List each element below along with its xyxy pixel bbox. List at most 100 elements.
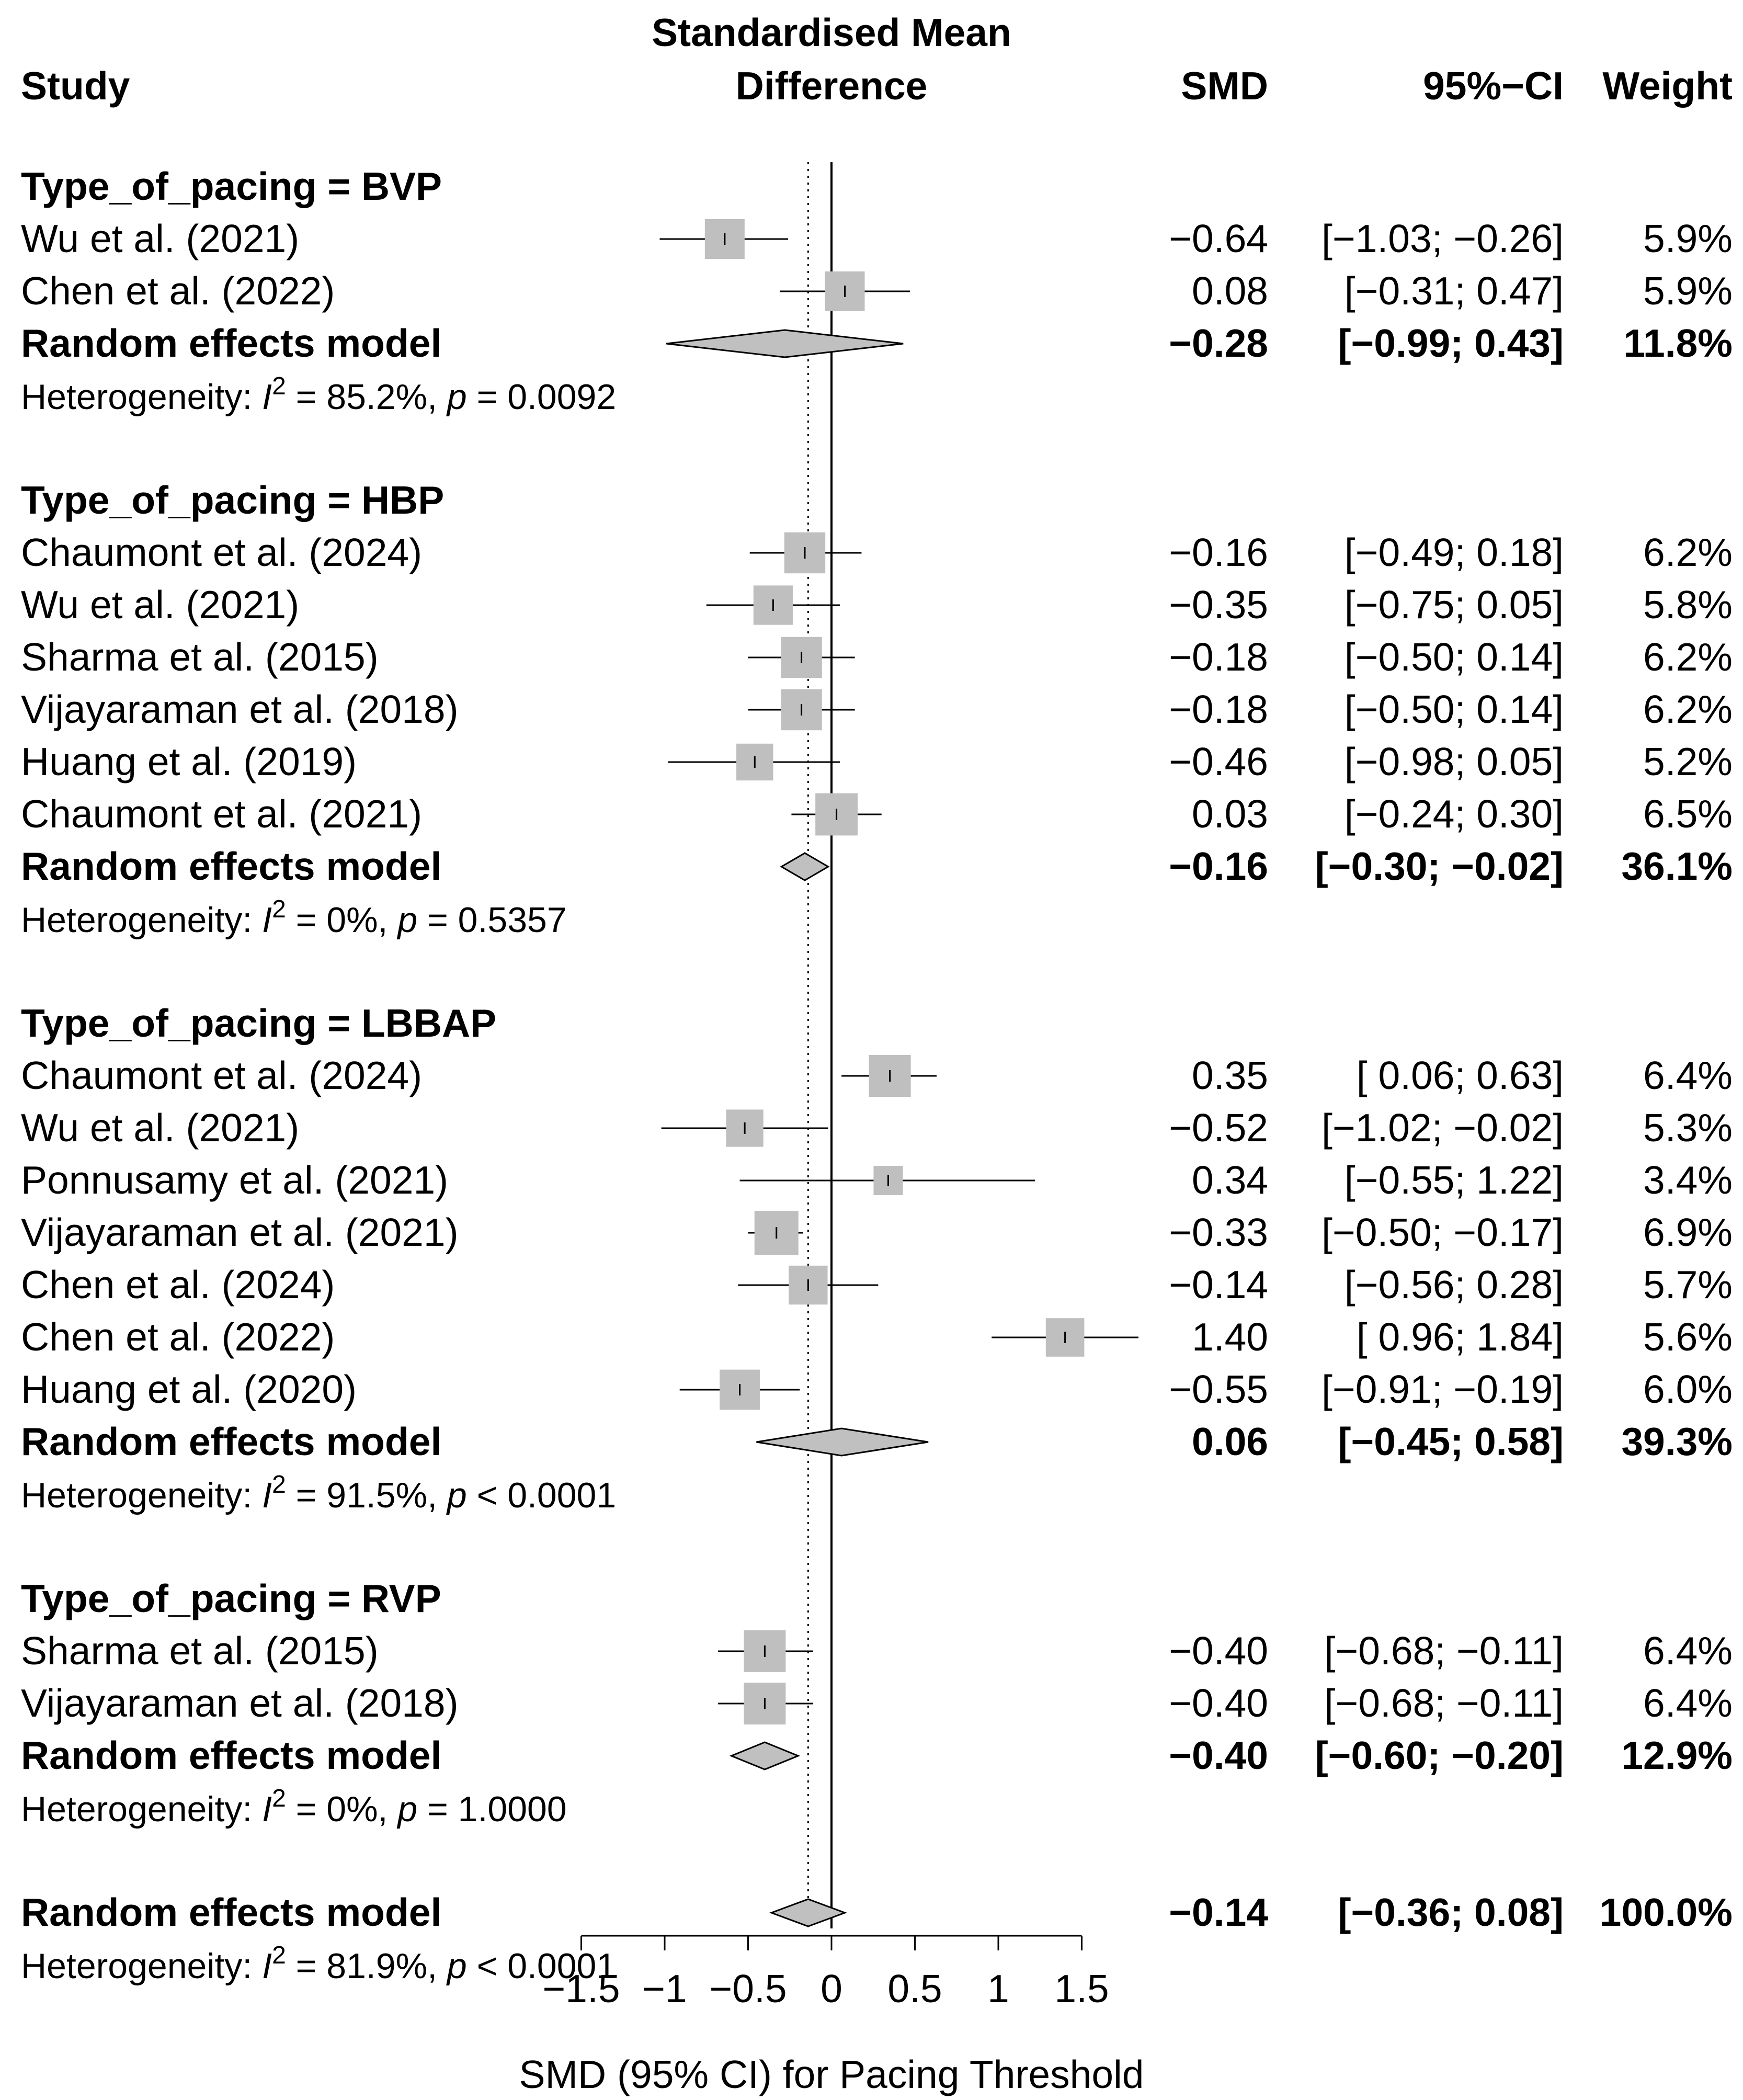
- subgroup: Type_of_pacing = RVP Sharma et al. (2015)…: [21, 1576, 1733, 1829]
- weight-value: 6.5%: [1643, 792, 1733, 836]
- ci-value: [−0.56; 0.28]: [1345, 1263, 1564, 1307]
- ci-value: [−0.98; 0.05]: [1345, 740, 1564, 784]
- study-row: Chen et al. (2022) 1.40 [ 0.96; 1.84] 5.6%: [21, 1315, 1733, 1359]
- forest-rows: Type_of_pacing = BVP Wu et al. (2021) −0.6…: [21, 164, 1733, 1986]
- smd-value: −0.64: [1169, 217, 1268, 260]
- model-smd: 0.06: [1192, 1420, 1268, 1463]
- study-row: Vijayaraman et al. (2018) −0.40 [−0.68; −0…: [21, 1681, 1733, 1725]
- weight-value: 6.4%: [1643, 1053, 1733, 1097]
- heterogeneity-text: Heterogeneity: I2 = 0%, p = 1.0000: [21, 1785, 567, 1829]
- model-label: Random effects model: [21, 321, 441, 365]
- study-row: Wu et al. (2021) −0.52 [−1.02; −0.02] 5.3%: [21, 1106, 1733, 1150]
- header-ci: 95%−CI: [1423, 64, 1564, 108]
- smd-value: 0.35: [1192, 1053, 1268, 1097]
- heterogeneity-text: Heterogeneity: I2 = 91.5%, p < 0.0001: [21, 1471, 616, 1515]
- smd-value: 0.08: [1192, 269, 1268, 313]
- ci-value: [−0.91; −0.19]: [1322, 1367, 1564, 1411]
- axis-tick-label: 0.5: [887, 1967, 942, 2011]
- model-weight: 11.8%: [1623, 321, 1733, 365]
- axis-tick-label: 1.5: [1054, 1967, 1109, 2011]
- model-smd: −0.40: [1169, 1733, 1268, 1777]
- smd-value: 0.03: [1192, 792, 1268, 836]
- weight-value: 5.9%: [1643, 217, 1733, 260]
- reference-lines: [807, 162, 833, 1928]
- study-row: Ponnusamy et al. (2021) 0.34 [−0.55; 1.22]…: [21, 1158, 1733, 1202]
- subgroup-model-row: Random effects model −0.28 [−0.99; 0.43] 11…: [21, 321, 1733, 365]
- pooled-diamond: [729, 1741, 801, 1770]
- overall-label: Random effects model: [21, 1890, 441, 1934]
- smd-value: −0.18: [1169, 635, 1268, 679]
- study-label: Huang et al. (2019): [21, 740, 357, 784]
- study-row: Sharma et al. (2015) −0.18 [−0.50; 0.14] 6.…: [21, 635, 1733, 679]
- weight-value: 5.6%: [1643, 1315, 1733, 1359]
- subgroup-model-row: Random effects model −0.40 [−0.60; −0.20] 1…: [21, 1733, 1733, 1777]
- model-ci: [−0.30; −0.02]: [1315, 844, 1564, 888]
- study-label: Vijayaraman et al. (2021): [21, 1210, 459, 1254]
- smd-value: −0.18: [1169, 687, 1268, 731]
- ci-value: [ 0.06; 0.63]: [1357, 1053, 1564, 1097]
- study-label: Vijayaraman et al. (2018): [21, 1681, 459, 1725]
- study-row: Chaumont et al. (2024) −0.16 [−0.49; 0.18]…: [21, 530, 1733, 574]
- study-label: Chaumont et al. (2021): [21, 792, 422, 836]
- pooled-diamond: [769, 1898, 847, 1927]
- ci-value: [ 0.96; 1.84]: [1357, 1315, 1564, 1359]
- study-row: Wu et al. (2021) −0.64 [−1.03; −0.26] 5.9%: [21, 217, 1733, 260]
- study-label: Wu et al. (2021): [21, 583, 299, 627]
- study-label: Wu et al. (2021): [21, 1106, 299, 1150]
- subgroup: Type_of_pacing = LBBAP Chaumont et al. (2…: [21, 1001, 1733, 1515]
- study-row: Wu et al. (2021) −0.35 [−0.75; 0.05] 5.8%: [21, 583, 1733, 627]
- model-weight: 39.3%: [1621, 1420, 1733, 1463]
- overall-smd: −0.14: [1169, 1890, 1268, 1934]
- weight-value: 6.2%: [1643, 635, 1733, 679]
- smd-value: −0.55: [1169, 1367, 1268, 1411]
- model-smd: −0.16: [1169, 844, 1268, 888]
- subgroup-title: Type_of_pacing = HBP: [21, 478, 444, 522]
- x-axis-label: SMD (95% CI) for Pacing Threshold: [519, 2052, 1144, 2096]
- axis-tick-label: 1: [987, 1967, 1009, 2011]
- study-label: Vijayaraman et al. (2018): [21, 687, 459, 731]
- study-row: Vijayaraman et al. (2021) −0.33 [−0.50; −0…: [21, 1210, 1733, 1255]
- study-row: Huang et al. (2020) −0.55 [−0.91; −0.19] 6.…: [21, 1367, 1733, 1411]
- smd-value: 0.34: [1192, 1158, 1268, 1202]
- study-label: Chen et al. (2022): [21, 269, 335, 313]
- weight-value: 5.7%: [1643, 1263, 1733, 1307]
- weight-value: 5.2%: [1643, 740, 1733, 784]
- smd-value: −0.46: [1169, 740, 1268, 784]
- study-label: Huang et al. (2020): [21, 1367, 357, 1411]
- axis-tick-label: −1: [642, 1967, 687, 2011]
- weight-value: 5.8%: [1643, 583, 1733, 627]
- pooled-diamond: [666, 329, 904, 358]
- header-plot-line2: Difference: [736, 64, 928, 108]
- subgroup-title: Type_of_pacing = BVP: [21, 164, 442, 208]
- study-row: Chaumont et al. (2021) 0.03 [−0.24; 0.30] 6…: [21, 792, 1733, 836]
- subgroup-title: Type_of_pacing = RVP: [21, 1576, 441, 1620]
- overall-ci: [−0.36; 0.08]: [1338, 1890, 1564, 1934]
- study-label: Chaumont et al. (2024): [21, 530, 422, 574]
- smd-value: −0.33: [1169, 1210, 1268, 1254]
- subgroup-model-row: Random effects model −0.16 [−0.30; −0.02] 3…: [21, 844, 1733, 888]
- study-label: Wu et al. (2021): [21, 217, 299, 260]
- smd-value: −0.40: [1169, 1629, 1268, 1673]
- ci-value: [−1.02; −0.02]: [1322, 1106, 1564, 1150]
- smd-value: −0.16: [1169, 530, 1268, 574]
- study-row: Huang et al. (2019) −0.46 [−0.98; 0.05] 5.2…: [21, 740, 1733, 784]
- model-weight: 36.1%: [1621, 844, 1733, 888]
- model-weight: 12.9%: [1621, 1733, 1733, 1777]
- heterogeneity-text: Heterogeneity: I2 = 0%, p = 0.5357: [21, 895, 567, 940]
- model-ci: [−0.45; 0.58]: [1338, 1420, 1564, 1463]
- ci-value: [−0.50; −0.17]: [1322, 1210, 1564, 1254]
- subgroup-model-row: Random effects model 0.06 [−0.45; 0.58] 39.…: [21, 1420, 1733, 1463]
- model-ci: [−0.99; 0.43]: [1338, 321, 1564, 365]
- overall-model-row: Random effects model −0.14 [−0.36; 0.08] 10…: [21, 1890, 1733, 1986]
- overall-weight: 100.0%: [1600, 1890, 1733, 1934]
- study-label: Chen et al. (2022): [21, 1315, 335, 1359]
- model-label: Random effects model: [21, 844, 441, 888]
- smd-value: 1.40: [1192, 1315, 1268, 1359]
- study-label: Sharma et al. (2015): [21, 635, 379, 679]
- pooled-diamond: [780, 852, 830, 881]
- ci-value: [−0.68; −0.11]: [1325, 1681, 1564, 1725]
- header: Study Standardised Mean Difference SMD 9…: [21, 10, 1733, 108]
- header-plot-line1: Standardised Mean: [652, 10, 1011, 54]
- ci-value: [−0.50; 0.14]: [1345, 635, 1564, 679]
- smd-value: −0.14: [1169, 1263, 1268, 1307]
